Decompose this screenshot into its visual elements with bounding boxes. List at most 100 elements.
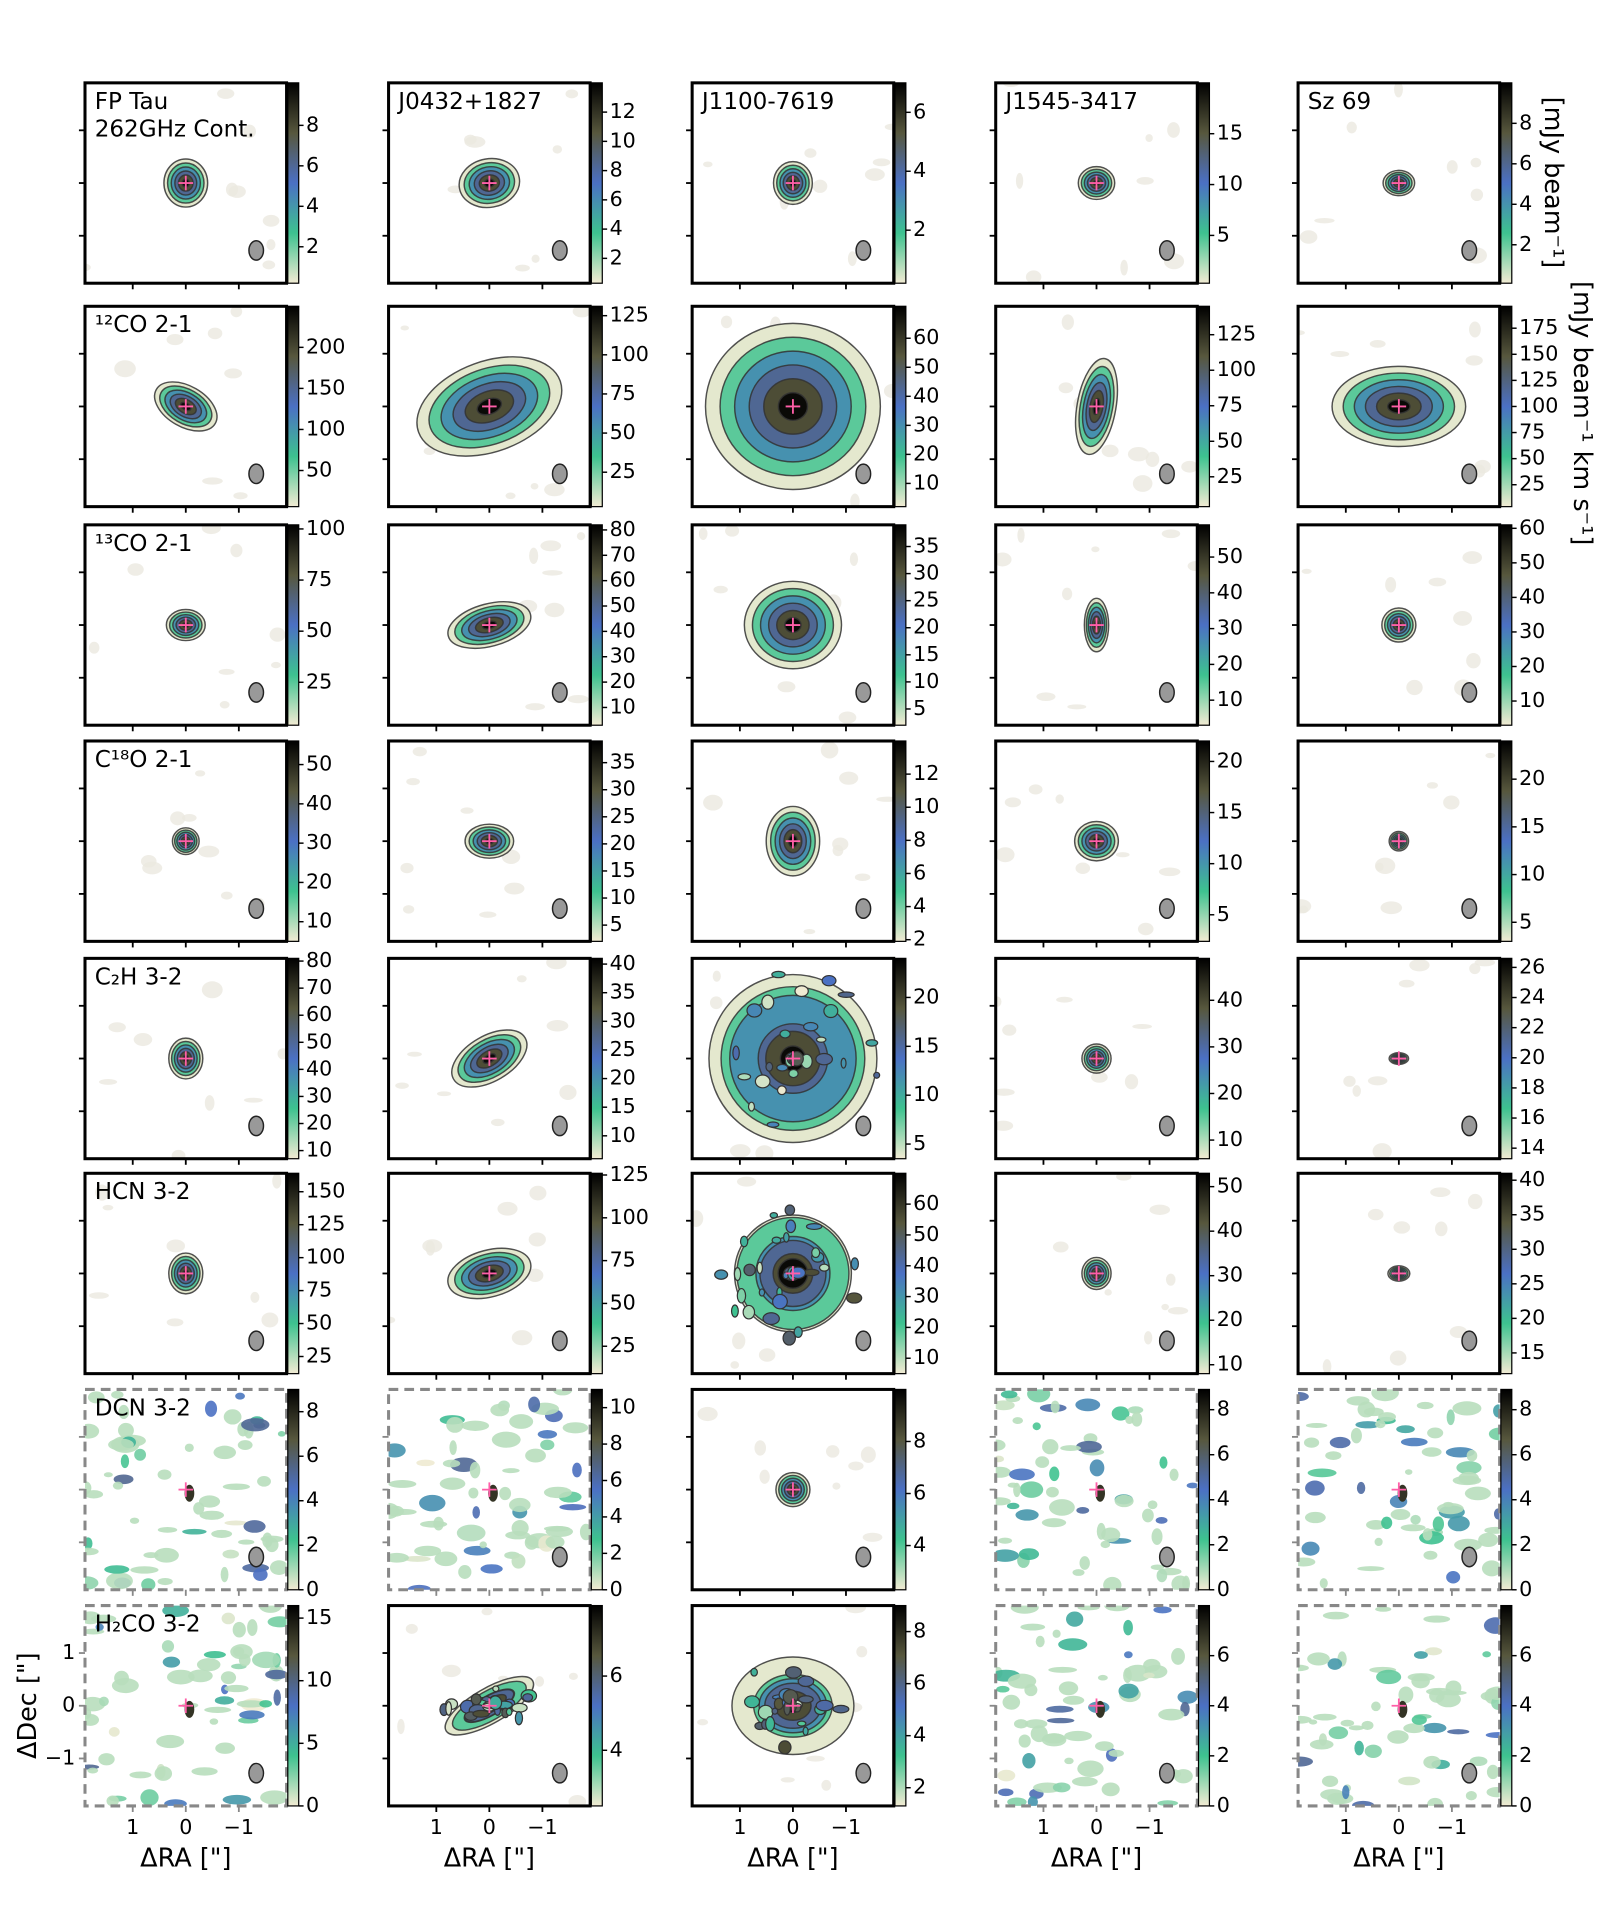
noise-patch	[839, 771, 859, 785]
beam	[855, 1546, 872, 1568]
noise-patch	[436, 1091, 452, 1097]
contour-island	[802, 1726, 809, 1736]
noise-patch	[108, 1022, 126, 1033]
colorbar-tick-label: 2	[610, 1540, 623, 1564]
noise-patch	[1187, 561, 1198, 572]
colorbar-tick-label: 50	[306, 618, 332, 642]
colorbar-tick-label: 50	[913, 1222, 939, 1246]
x-tick-label: 1	[1037, 1815, 1050, 1839]
noise-patch	[1422, 1528, 1433, 1541]
noise-patch	[1144, 1331, 1153, 1345]
map	[140, 770, 265, 920]
noise-patch	[196, 1658, 221, 1672]
colorbar-tick-label: 100	[1519, 393, 1558, 417]
contour-island	[783, 1232, 790, 1243]
noise-patch	[269, 1560, 287, 1575]
noise-patch	[1371, 1701, 1381, 1712]
noise-patch	[224, 368, 243, 379]
noise-patch	[1467, 1193, 1483, 1210]
noise-patch	[194, 770, 206, 777]
beam	[551, 1762, 568, 1784]
noise-patch	[250, 1291, 260, 1303]
noise-patch	[567, 695, 589, 704]
colorbar-tick-label: 8	[1519, 1397, 1532, 1421]
colorbar-tick-label: 50	[306, 1029, 332, 1053]
noise-patch	[1161, 529, 1181, 539]
noise-patch	[468, 1487, 479, 1499]
noise-patch	[170, 811, 186, 826]
colorbar-tick-label: 30	[913, 561, 939, 585]
colorbar-tick-label: 8	[610, 1431, 623, 1455]
noise-patch	[1363, 1407, 1384, 1417]
noise-patch	[759, 1469, 770, 1484]
noise-patch	[193, 1502, 205, 1515]
panel-title: C¹⁸O 2-1	[95, 747, 193, 773]
noise-patch	[544, 483, 565, 497]
x-axis-label: ΔRA ["]	[747, 1843, 838, 1873]
noise-patch	[1416, 1401, 1434, 1410]
panel-title: FP Tau	[95, 89, 169, 115]
colorbar-tick-label: 30	[913, 412, 939, 436]
colorbar-tick-label: 4	[306, 193, 319, 217]
contour-island	[794, 985, 809, 998]
noise-patch	[120, 1454, 130, 1469]
noise-patch	[238, 1539, 255, 1545]
noise-patch	[108, 1438, 134, 1451]
noise-patch	[1330, 350, 1350, 358]
colorbar-tick-label: 70	[306, 975, 332, 999]
map	[1298, 752, 1496, 920]
colorbar-tick-label: 20	[913, 441, 939, 465]
x-tick-label: −1	[1134, 1815, 1164, 1839]
noise-patch	[1114, 1494, 1134, 1508]
map	[1002, 82, 1185, 284]
beam	[1158, 1546, 1175, 1568]
noise-patch	[995, 847, 1015, 863]
contour-island	[511, 1702, 528, 1713]
noise-patch	[1002, 1024, 1017, 1036]
noise-patch	[232, 1621, 246, 1638]
beam	[855, 239, 872, 261]
noise-patch	[1454, 1538, 1482, 1552]
noise-patch	[1064, 1757, 1074, 1765]
noise-patch	[1115, 852, 1130, 858]
noise-patch	[157, 1577, 173, 1586]
colorbar-tick-label: 6	[306, 1443, 319, 1467]
colorbar-tick-label: 25	[306, 1344, 332, 1368]
colorbar-tick-label: 30	[1519, 619, 1545, 643]
noise-patch	[1298, 899, 1312, 914]
colorbar-tick-label: 30	[913, 1284, 939, 1308]
noise-patch	[729, 1144, 751, 1158]
noise-patch	[154, 1766, 173, 1781]
noise-patch	[1398, 1776, 1421, 1786]
noise-patch	[85, 1576, 99, 1590]
contour-island	[850, 1257, 860, 1271]
noise-patch	[1439, 1690, 1467, 1696]
beam	[855, 898, 872, 920]
noise-patch	[277, 1048, 287, 1060]
noise-patch	[253, 1568, 268, 1581]
noise-patch	[133, 1033, 153, 1047]
noise-patch	[104, 1565, 130, 1574]
noise-patch	[1120, 259, 1128, 276]
contour-island	[778, 1740, 792, 1755]
noise-patch	[258, 1605, 283, 1613]
contour-island	[771, 1236, 782, 1244]
colorbar-tick-label: 0	[306, 1577, 319, 1601]
noise-patch	[1474, 958, 1496, 967]
colorbar-tick-label: 30	[1519, 1236, 1545, 1260]
noise-patch	[1062, 1695, 1085, 1705]
noise-patch	[509, 1414, 534, 1429]
noise-patch	[129, 1771, 152, 1779]
colorbar-tick-label: 20	[913, 1314, 939, 1338]
contour-island	[714, 1269, 729, 1280]
colorbar-tick-label: 15	[1217, 800, 1243, 824]
beam	[1461, 898, 1478, 920]
noise-patch	[239, 1710, 265, 1720]
map	[447, 532, 589, 711]
noise-patch	[511, 1330, 533, 1346]
noise-patch	[1015, 1509, 1039, 1521]
noise-patch	[230, 543, 243, 558]
noise-patch	[1017, 527, 1025, 543]
colorbar-tick-label: 25	[610, 1037, 636, 1061]
noise-patch	[1390, 1508, 1411, 1521]
